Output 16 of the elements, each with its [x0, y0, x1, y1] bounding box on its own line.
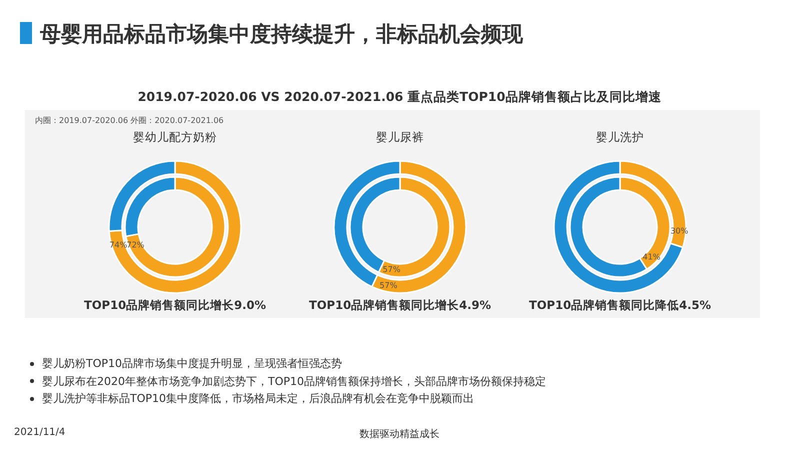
chart-title: 婴儿洗护	[595, 130, 645, 145]
chart-title: 婴儿尿裤	[375, 130, 425, 145]
chart-title: 婴幼儿配方奶粉	[132, 130, 218, 145]
text: 2019.07-2020.06 VS 2020.07-2021.06 重点品类TOP10品牌销售额占比及同比增速	[136, 89, 662, 106]
text: 内圈：2019.07-2020.06 外圈：2020.07-2021.06	[35, 116, 224, 125]
text: 母婴用品标品市场集中度持续提升，非标品机会频现	[40, 21, 523, 48]
data-label: 57%	[380, 280, 398, 290]
text: TOP10品牌销售额同比降低4.5%	[528, 298, 712, 313]
text: 婴儿奶粉TOP10品牌市场集中度提升明显，呈现强者恒强态势	[41, 356, 342, 371]
text: TOP10品牌销售额同比增长9.0%	[83, 298, 267, 313]
text: TOP10品牌销售额同比增长4.9%	[308, 298, 492, 313]
text: 2021/11/4	[14, 427, 66, 438]
text: 婴儿洗护等非标品TOP10集中度降低，市场格局未定，后浪品牌有机会在竞争中脱颖而出	[41, 391, 474, 406]
text: 婴儿尿布在2020年整体市场竞争加剧态势下，TOP10品牌销售额保持增长，头部品牌市场份额保持稳定	[41, 374, 546, 388]
data-label: 57%	[382, 265, 401, 274]
text: 数据驱动精益成长	[360, 429, 440, 440]
